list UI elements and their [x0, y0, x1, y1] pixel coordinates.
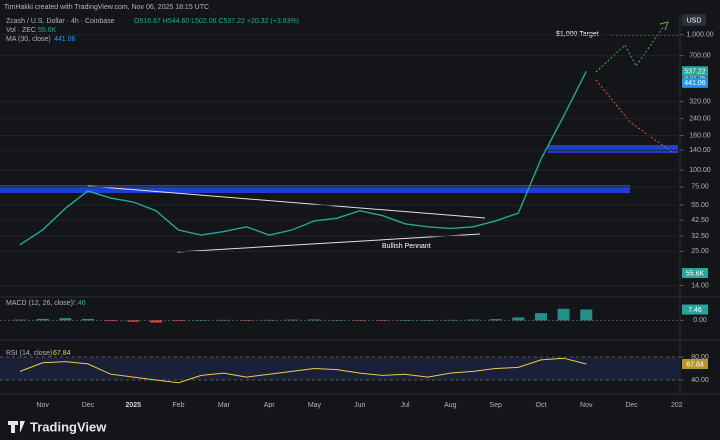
macd-bar [353, 320, 366, 321]
y-tick-label: 25.00 [691, 248, 709, 255]
macd-bar [14, 319, 26, 321]
macd-bar [149, 320, 162, 323]
macd-bar [331, 320, 344, 321]
macd-bar [399, 320, 412, 321]
macd-bar [580, 309, 593, 321]
y-tick-label: 80.00 [691, 354, 709, 361]
macd-bar [217, 319, 230, 321]
target-arrow [659, 21, 669, 31]
pennant-line [87, 185, 486, 219]
y-tick-label: 55.00 [691, 202, 709, 209]
volume-tag [682, 268, 708, 278]
resistance-zone [548, 145, 678, 153]
macd-tag: 7.46 [688, 307, 702, 314]
y-tick-label: 100.00 [689, 167, 711, 174]
y-tick-label: 240.00 [689, 115, 711, 122]
pennant-line [176, 233, 481, 253]
macd-bar [285, 319, 298, 321]
y-tick-label: 320.00 [689, 99, 711, 106]
x-tick-label: Nov [36, 402, 49, 409]
macd-bar [36, 318, 49, 321]
x-tick-label: Dec [82, 402, 95, 409]
rsi-line [19, 357, 587, 384]
x-tick-label: 202 [671, 402, 683, 409]
y-tick-label: 1,000.00 [686, 32, 713, 39]
y-tick-label: 14.00 [691, 282, 709, 289]
macd-bar [557, 308, 570, 321]
pane-value: 67.84 [53, 350, 71, 357]
rsi-tag: 67.84 [686, 361, 704, 368]
symbol: Zcash / U.S. Dollar · 4h · Coinbase [6, 18, 115, 25]
credit: TimHakki created with TradingView.com, N… [4, 4, 209, 11]
resistance-zone [0, 185, 630, 193]
pattern-annotation: Bullish Pennant [382, 243, 431, 250]
x-tick-label: Feb [173, 402, 185, 409]
volume-tag-label: 55.6K [686, 270, 705, 277]
macd-bar [195, 320, 208, 321]
pane-title: RSI (14, close) [6, 350, 52, 357]
x-tick-label: Jun [354, 402, 365, 409]
macd-bar [81, 318, 94, 321]
brand-logo [8, 421, 25, 433]
y-tick-label: 32.50 [691, 233, 709, 240]
last-price-tag: 537.22 [684, 69, 706, 76]
ma-tag-bg [682, 77, 708, 88]
x-tick-label: May [308, 402, 322, 409]
macd-bar [104, 320, 117, 322]
macd-bar [534, 313, 547, 321]
ma-legend: MA (30, close) [6, 36, 51, 43]
macd-bar [376, 320, 389, 321]
macd-bar [467, 319, 479, 321]
y-tick-label: 40.00 [691, 377, 709, 384]
macd-bar [59, 318, 72, 321]
x-tick-label: Dec [625, 402, 638, 409]
y-tick-label: 0.00 [693, 317, 707, 324]
currency[interactable]: USD [687, 17, 702, 24]
y-tick-label: 75.00 [691, 184, 709, 191]
last-price-tag-bg [682, 66, 708, 77]
macd-bar [263, 319, 276, 321]
pane-title: MACD (12, 26, close) [6, 300, 73, 307]
x-tick-label: Mar [218, 402, 231, 409]
currency-button[interactable] [682, 14, 706, 26]
macd-bar [240, 320, 253, 321]
ohlc: O516.67 H544.60 L502.06 C537.22 +20.32 (… [134, 18, 299, 25]
pullback-projection [595, 79, 673, 153]
macd-bar [489, 319, 502, 321]
y-tick-label: 140.00 [689, 147, 711, 154]
x-tick-label: 2025 [125, 402, 141, 409]
macd-bar [512, 317, 525, 321]
x-tick-label: Oct [536, 402, 547, 409]
y-tick-label: 700.00 [689, 53, 711, 60]
x-tick-label: Nov [580, 402, 593, 409]
ma-value: 441.06 [54, 36, 76, 43]
pane-value: 7.46 [72, 300, 86, 307]
macd-bar [308, 319, 321, 321]
macd-bar [127, 320, 140, 322]
x-tick-label: Jul [401, 402, 410, 409]
x-tick-label: Sep [489, 402, 502, 409]
y-tick-label: 42.50 [691, 217, 709, 224]
x-tick-label: Apr [264, 402, 276, 409]
x-tick-label: Aug [444, 402, 457, 409]
volume-value: 55.6K [38, 27, 57, 34]
y-tick-label: 180.00 [689, 132, 711, 139]
ma-tag: 441.06 [684, 80, 706, 87]
rsi-band [0, 357, 680, 380]
price-line [19, 70, 587, 246]
brand: TradingView [30, 419, 107, 434]
macd-bar [421, 320, 434, 321]
macd-tag-bg [682, 304, 708, 315]
volume-legend: Vol · ZEC [6, 27, 36, 34]
macd-bar [172, 320, 185, 322]
rsi-tag-bg [682, 359, 708, 370]
macd-bar [444, 319, 457, 321]
